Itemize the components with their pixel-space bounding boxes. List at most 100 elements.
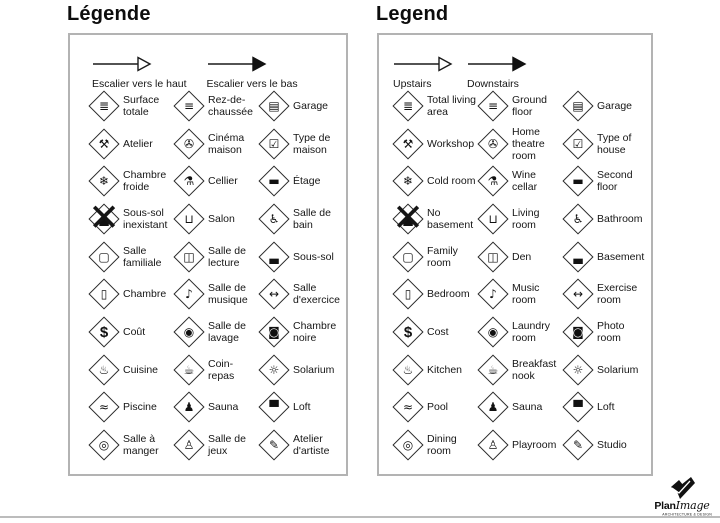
bathroom-icon: ♿ xyxy=(563,204,593,234)
legend-item-bathroom: ♿ Bathroom xyxy=(563,200,648,238)
legend-item-label: Bedroom xyxy=(427,288,470,301)
exercise-room-icon: ↔ xyxy=(259,279,289,309)
planimage-check-icon xyxy=(671,477,695,499)
legend-item-breakfast-nook: ☕ Breakfast nook xyxy=(478,351,563,389)
legend-item-music-room: ♪ Salle de musique xyxy=(174,276,259,314)
stairs-up-arrow-icon xyxy=(394,56,453,72)
no-basement-icon: ▄ ✕ xyxy=(88,195,120,240)
legend-item-label: Cinéma maison xyxy=(208,131,245,156)
legend-item-label: Solarium xyxy=(293,363,335,376)
legend-item-label: Rez-de-chaussée xyxy=(208,93,253,118)
legend-item-label: Salle de musique xyxy=(208,282,248,307)
legend-item-type-of-house: ☑ Type of house xyxy=(563,125,648,163)
legend-item-wine-cellar: ⚗ Cellier xyxy=(174,162,259,200)
loft-icon: ▀ xyxy=(563,392,593,422)
home-theatre-icon: ✇ xyxy=(174,129,204,159)
legend-item-label: Total living area xyxy=(427,93,477,118)
legend-item-bedroom: ▯ Chambre xyxy=(89,276,174,314)
studio-icon: ✎ xyxy=(259,430,289,460)
legend-item-label: Dining room xyxy=(427,433,457,458)
wine-cellar-icon: ⚗ xyxy=(174,166,204,196)
legend-item-label: Chambre froide xyxy=(123,169,167,194)
legend-item-ground-floor: ≡ Ground floor xyxy=(478,87,563,125)
legend-item-label: Atelier d'artiste xyxy=(293,433,330,458)
legend-item-label: Wine cellar xyxy=(512,169,538,194)
legend-grid-english: ≣ Total living area ≡ Ground floor ▤ Garage ⚒ W… xyxy=(392,87,648,464)
legend-item-cold-room: ❄ Cold room xyxy=(393,162,478,200)
legend-item-label: Bathroom xyxy=(597,212,643,225)
breakfast-nook-icon: ☕ xyxy=(174,355,204,385)
music-room-icon: ♪ xyxy=(478,279,508,309)
exercise-room-icon: ↔ xyxy=(563,279,593,309)
legend-item-cold-room: ❄ Chambre froide xyxy=(89,162,174,200)
legend-item-label: Coût xyxy=(123,326,146,339)
dining-room-icon: ◎ xyxy=(393,430,423,460)
legend-item-label: Garage xyxy=(293,99,329,112)
page-title-english: Legend xyxy=(376,3,449,25)
legend-item-loft: ▀ Loft xyxy=(563,389,648,427)
stairs-down-label: Downstairs xyxy=(467,78,519,90)
stairs-down-arrow-icon xyxy=(468,56,527,72)
legend-item-cost: $ Coût xyxy=(89,313,174,351)
type-of-house-icon: ☑ xyxy=(563,129,593,159)
legend-item-solarium: ☼ Solarium xyxy=(259,351,344,389)
stairs-up-entry: Upstairs xyxy=(393,55,453,90)
legend-item-label: Laundry room xyxy=(512,320,550,345)
legend-item-label: Cellier xyxy=(208,175,238,188)
solarium-icon: ☼ xyxy=(563,355,593,385)
stairs-up-label: Upstairs xyxy=(393,78,432,90)
planimage-tagline: ARCHITECTURE & DESIGN xyxy=(662,512,713,516)
solarium-icon: ☼ xyxy=(259,355,289,385)
stairs-legend-english: Upstairs Downstairs xyxy=(393,55,527,90)
legend-item-label: Pool xyxy=(427,401,449,414)
legend-item-no-basement: ▄ ✕ No basement xyxy=(392,195,478,240)
den-icon: ◫ xyxy=(478,242,508,272)
laundry-room-icon: ◉ xyxy=(174,317,204,347)
legend-item-type-of-house: ☑ Type de maison xyxy=(259,125,344,163)
legend-item-label: Salle de lecture xyxy=(208,244,246,269)
bedroom-icon: ▯ xyxy=(89,279,119,309)
legend-item-playroom: ♙ Playroom xyxy=(478,426,563,464)
no-basement-icon: ▄ ✕ xyxy=(392,195,424,240)
playroom-icon: ♙ xyxy=(478,430,508,460)
legend-item-label: Exercise room xyxy=(597,282,638,307)
legend-item-studio: ✎ Atelier d'artiste xyxy=(259,426,344,464)
legend-item-photo-room: ◙ Chambre noire xyxy=(259,313,344,351)
sauna-icon: ♟ xyxy=(174,392,204,422)
legend-item-cost: $ Cost xyxy=(393,313,478,351)
ground-floor-icon: ≡ xyxy=(174,91,204,121)
legend-item-kitchen: ♨ Kitchen xyxy=(393,351,478,389)
legend-item-label: Salle à manger xyxy=(123,433,159,458)
planimage-logo: PlanImage ARCHITECTURE & DESIGN xyxy=(648,477,716,519)
legend-item-label: Chambre noire xyxy=(293,320,337,345)
legend-item-label: Atelier xyxy=(123,137,153,150)
pool-icon: ≈ xyxy=(89,392,119,422)
legend-item-label: Workshop xyxy=(427,137,475,150)
wine-cellar-icon: ⚗ xyxy=(478,166,508,196)
legend-item-laundry-room: ◉ Laundry room xyxy=(478,313,563,351)
kitchen-icon: ♨ xyxy=(89,355,119,385)
legend-item-wine-cellar: ⚗ Wine cellar xyxy=(478,162,563,200)
legend-item-dining-room: ◎ Dining room xyxy=(393,426,478,464)
workshop-icon: ⚒ xyxy=(89,129,119,159)
stairs-down-arrow-icon xyxy=(207,56,267,72)
legend-item-label: Basement xyxy=(597,250,645,263)
legend-item-label: Studio xyxy=(597,439,627,452)
studio-icon: ✎ xyxy=(563,430,593,460)
legend-item-label: No basement xyxy=(427,206,474,231)
stairs-up-label: Escalier vers le haut xyxy=(92,78,187,90)
cold-room-icon: ❄ xyxy=(89,166,119,196)
basement-icon: ▃ xyxy=(563,242,593,272)
legend-item-studio: ✎ Studio xyxy=(563,426,648,464)
brand-plan: Plan xyxy=(654,500,676,512)
legend-item-bathroom: ♿ Salle de bain xyxy=(259,200,344,238)
legend-item-label: Étage xyxy=(293,175,321,188)
legend-item-workshop: ⚒ Atelier xyxy=(89,125,174,163)
type-of-house-icon: ☑ xyxy=(259,129,289,159)
total-living-area-icon: ≣ xyxy=(393,91,423,121)
legend-item-breakfast-nook: ☕ Coin-repas xyxy=(174,351,259,389)
sauna-icon: ♟ xyxy=(478,392,508,422)
legend-item-label: Salle de bain xyxy=(293,206,331,231)
kitchen-icon: ♨ xyxy=(393,355,423,385)
cost-icon: $ xyxy=(89,317,119,347)
